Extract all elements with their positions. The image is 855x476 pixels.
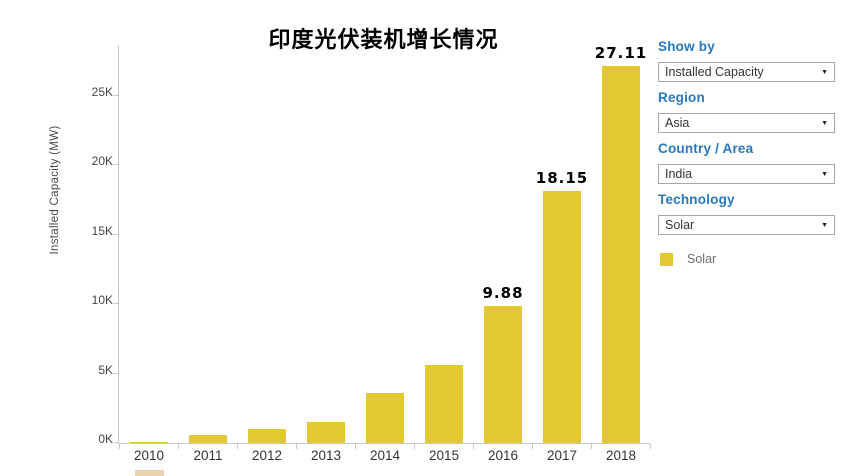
filter-region: Region Asia ▼ [658,90,835,133]
y-axis-tick-label-25k: 25K [91,84,113,99]
region-dropdown[interactable]: Asia ▼ [658,113,835,133]
bar-2014[interactable] [366,393,404,443]
y-axis-tick-mark [114,303,118,304]
bar-2011[interactable] [189,435,227,443]
bar-2018[interactable] [602,66,640,443]
x-axis-label-2011: 2011 [193,448,223,463]
bar-value-label-2016: 9.88 [482,284,524,302]
y-axis-tick-label-15k: 15K [91,223,113,238]
region-label: Region [658,90,705,105]
x-axis-tick-mark [414,444,415,449]
y-axis-tick-label-5k: 5K [98,362,113,377]
x-axis-label-2015: 2015 [428,448,460,463]
chevron-down-icon: ▼ [821,68,828,76]
country-area-selected-value: India [665,167,693,181]
filter-show-by: Show by Installed Capacity ▼ [658,39,835,82]
y-axis-tick-label-20k: 20K [91,154,113,168]
technology-label: Technology [658,192,735,207]
y-axis-tick-mark [114,442,118,443]
y-axis-tick-mark [114,372,118,374]
x-axis-tick-mark [532,444,533,449]
y-axis-tick-label-10k: 10K [91,293,113,307]
technology-selected-value: Solar [665,218,695,232]
y-axis-tick-mark [114,164,118,165]
filter-technology: Technology Solar ▼ [658,192,835,235]
show-by-label: Show by [658,39,715,54]
x-axis-tick-mark [296,444,297,449]
x-axis-tick-mark [119,444,120,449]
bar-2013[interactable] [307,422,345,443]
x-axis-tick-mark [591,444,592,449]
x-axis-label-2014: 2014 [369,448,401,463]
y-axis-tick-mark [114,233,118,235]
x-axis-tick-mark [355,444,356,449]
bar-2017[interactable] [543,191,581,443]
bar-2010[interactable] [130,442,168,443]
legend-label-solar: Solar [687,252,717,266]
y-axis-tick-label-0k: 0K [98,432,113,446]
x-axis-label-2012: 2012 [251,448,283,463]
x-axis-label-2010: 2010 [133,448,165,463]
x-axis-label-2017: 2017 [546,448,578,463]
y-axis-title: Installed Capacity (MW) [49,125,61,255]
chevron-down-icon: ▼ [821,221,828,229]
x-axis-tick-mark [178,444,179,449]
bar-2015[interactable] [425,365,463,443]
filter-country-area: Country / Area India ▼ [658,141,835,184]
show-by-dropdown[interactable]: Installed Capacity ▼ [658,62,835,82]
x-axis-tick-mark [650,444,651,449]
chevron-down-icon: ▼ [821,119,828,127]
bar-value-label-2018: 27.11 [594,44,648,62]
show-by-selected-value: Installed Capacity [665,65,764,79]
bar-value-label-2017: 18.15 [535,169,589,187]
chart-title: 印度光伏装机增长情况 [268,27,499,52]
x-axis-label-2013: 2013 [310,448,342,463]
country-area-label: Country / Area [658,141,754,156]
region-selected-value: Asia [665,116,690,130]
country-area-dropdown[interactable]: India ▼ [658,164,835,184]
watermark-strip [135,470,164,476]
chevron-down-icon: ▼ [821,170,828,178]
x-axis-tick-mark [237,444,238,449]
x-axis-label-2018: 2018 [605,448,637,463]
technology-dropdown[interactable]: Solar ▼ [658,215,835,235]
legend-swatch-solar [660,252,673,266]
legend[interactable]: Solar [660,252,716,266]
bar-2016[interactable] [484,306,522,443]
plot-area: 0K 5K 10K 15K 20K 25K 2010 2011 2012 2013 2014 2015… [92,44,651,463]
x-axis-tick-mark [473,444,474,449]
x-axis-label-2016: 2016 [487,448,519,463]
bar-2012[interactable] [248,429,286,443]
y-axis-tick-mark [114,94,118,96]
